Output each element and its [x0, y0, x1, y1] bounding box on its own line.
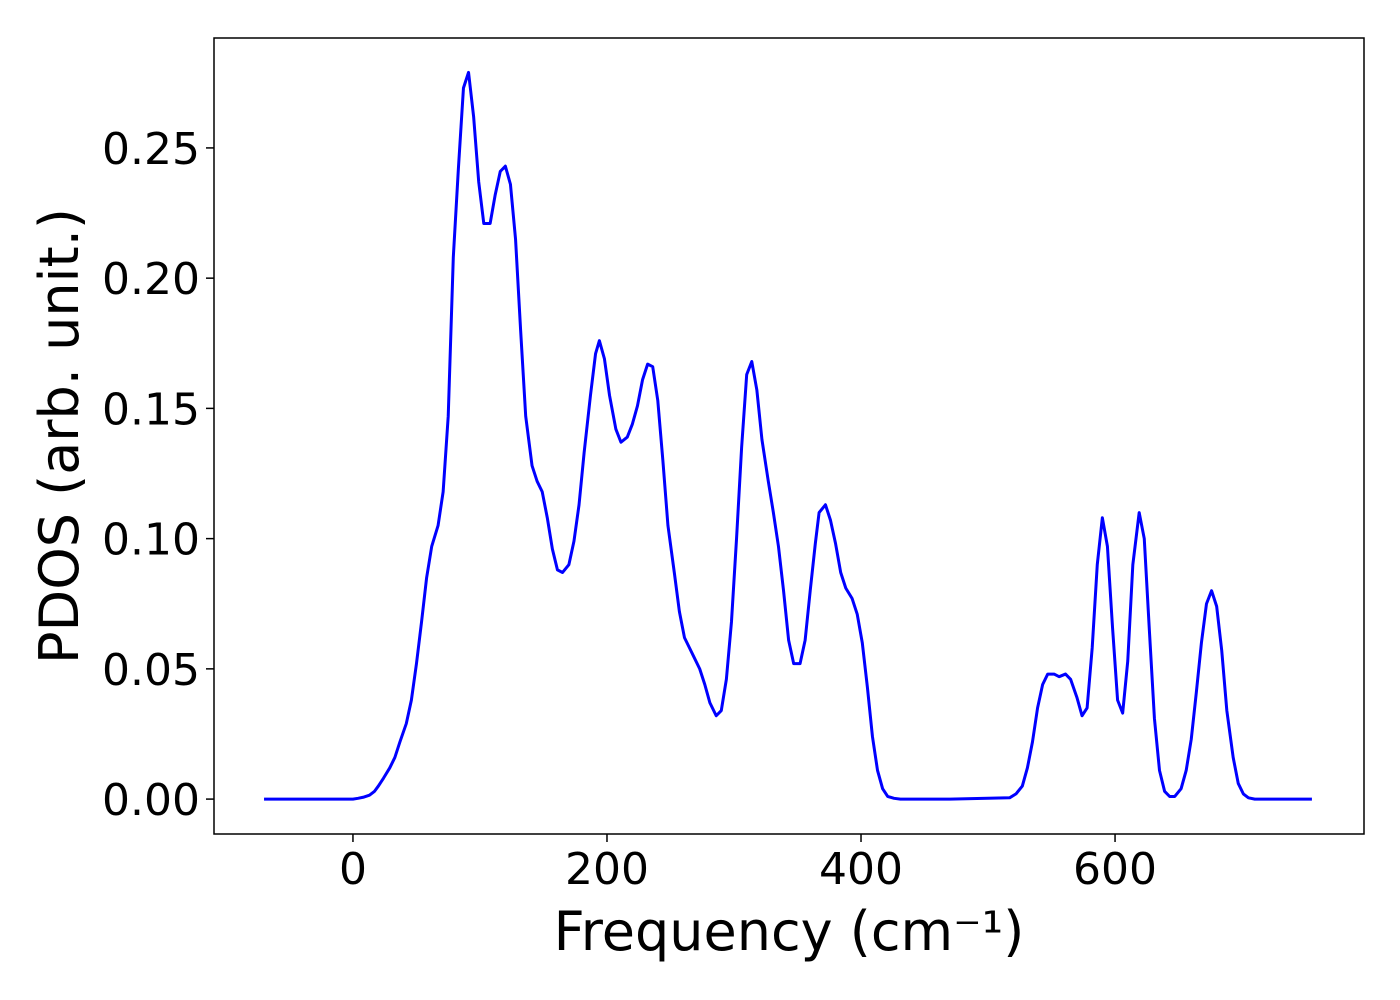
- plot-frame: [213, 37, 1365, 835]
- y-tick-label: 0.05: [102, 645, 200, 696]
- pdos-line: [264, 70, 1312, 801]
- y-tick-label: 0.10: [102, 515, 200, 566]
- y-tick-label: 0.25: [102, 124, 200, 175]
- x-axis-label: Frequency (cm⁻¹): [554, 900, 1025, 963]
- y-axis-label: PDOS (arb. unit.): [28, 208, 91, 664]
- y-tick-label: 0.15: [102, 384, 200, 435]
- y-tick-label: 0.20: [102, 254, 200, 305]
- y-tick-label: 0.00: [102, 775, 200, 826]
- x-tick-label: 400: [819, 844, 903, 895]
- x-tick-label: 600: [1073, 844, 1157, 895]
- x-tick-label: 200: [565, 844, 649, 895]
- x-tick-label: 0: [339, 844, 367, 895]
